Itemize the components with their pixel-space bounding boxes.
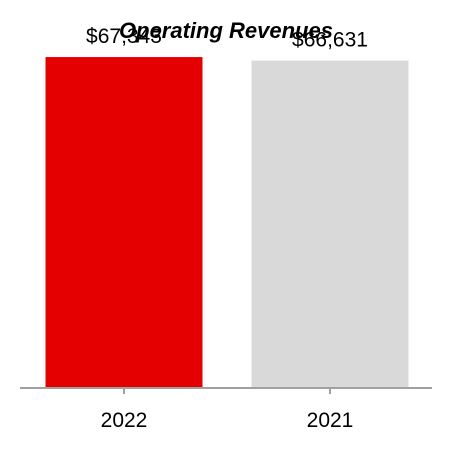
bar-2022 bbox=[45, 57, 203, 389]
x-tick-label-2021: 2021 bbox=[307, 409, 354, 432]
chart-title: Operating Revenues bbox=[119, 18, 333, 43]
data-label-2021: $66,631 bbox=[292, 29, 368, 52]
bar-2021 bbox=[251, 60, 409, 389]
labels-layer: $67,343 2022 $66,631 2021 bbox=[86, 25, 368, 432]
bars-layer bbox=[45, 57, 409, 389]
x-tick-label-2022: 2022 bbox=[101, 409, 148, 432]
ticks-layer bbox=[123, 388, 331, 394]
data-label-2022: $67,343 bbox=[86, 25, 162, 48]
